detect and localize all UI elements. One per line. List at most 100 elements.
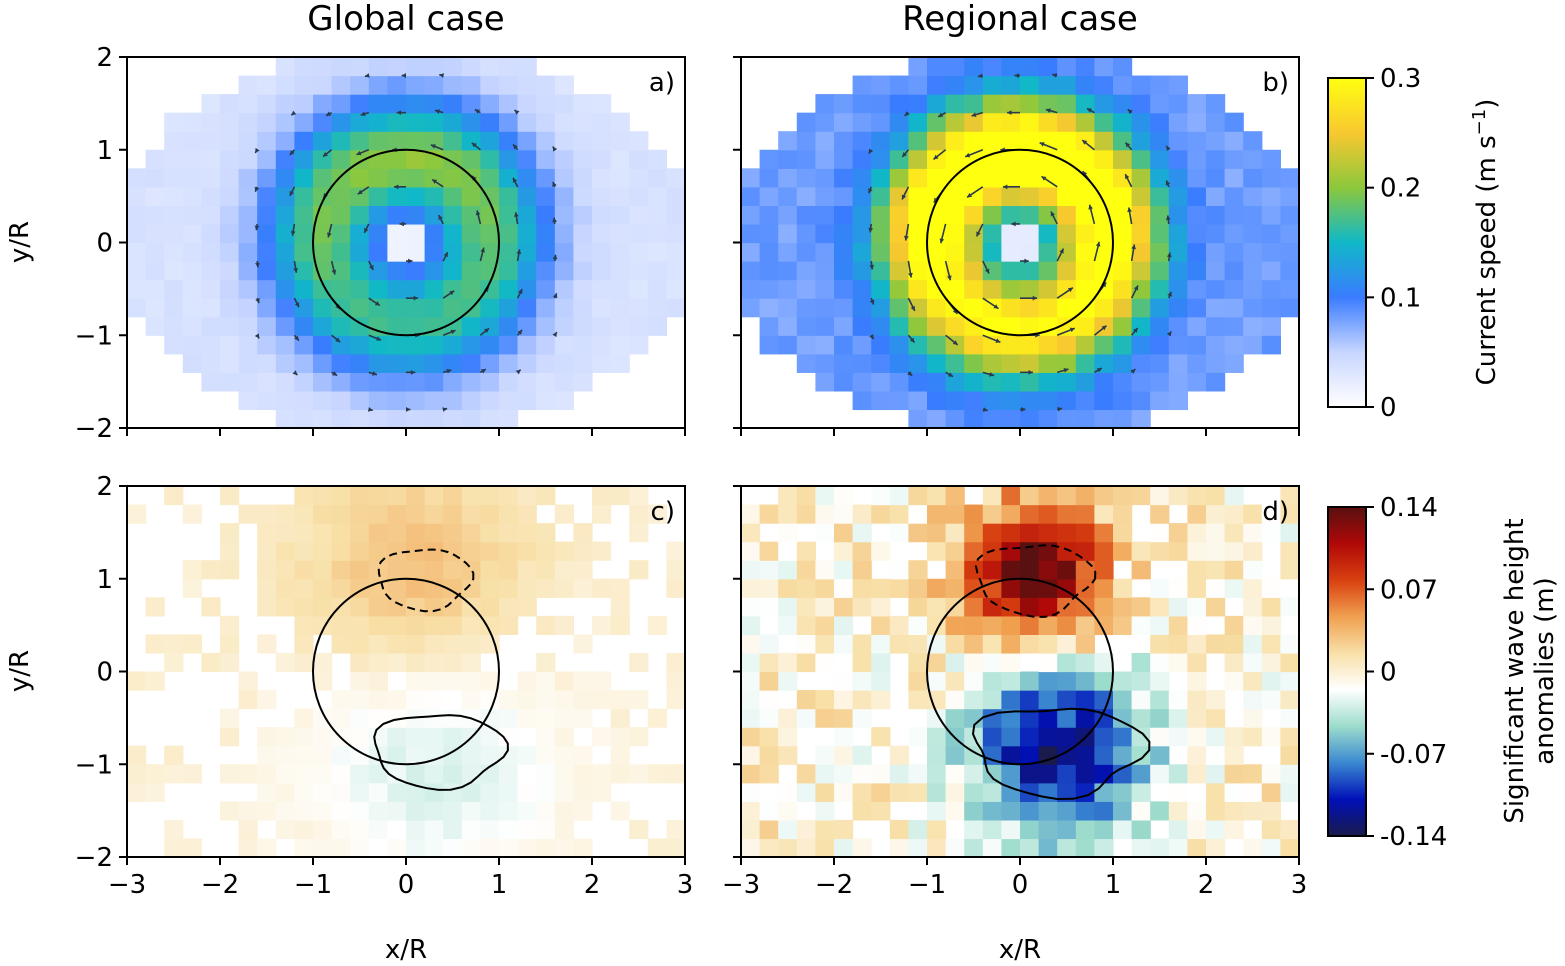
heatmap-cell [1094, 578, 1114, 598]
heatmap-cell [257, 298, 277, 318]
heatmap-cell [945, 782, 965, 802]
heatmap-cell [1131, 353, 1151, 373]
heatmap-cell [1057, 819, 1077, 840]
heatmap-cell [1187, 205, 1207, 225]
heatmap-cell [201, 94, 221, 114]
heatmap-cell [834, 486, 854, 506]
y-tick-label: 2 [96, 43, 113, 73]
heatmap-cell [1075, 486, 1095, 506]
heatmap-cell [592, 671, 612, 691]
heatmap-cell [1224, 131, 1244, 151]
heatmap-cell [238, 242, 258, 262]
heatmap-cell [1206, 298, 1226, 318]
heatmap-cell [573, 634, 593, 654]
heatmap-cell [889, 298, 909, 318]
heatmap-cell [368, 634, 388, 654]
y-tick-label: 0 [96, 229, 113, 259]
heatmap-cell [796, 168, 816, 188]
heatmap-cell [815, 523, 835, 543]
heatmap-cell [257, 75, 277, 95]
heatmap-cell [294, 504, 314, 524]
heatmap-cell [796, 634, 816, 654]
heatmap-cell [331, 57, 351, 77]
heatmap-cell [499, 168, 519, 188]
heatmap-cell [1261, 727, 1281, 747]
heatmap-cell [275, 523, 295, 543]
heatmap-cell [982, 186, 1002, 206]
heatmap-cell [852, 764, 872, 784]
heatmap-cell [778, 168, 798, 188]
heatmap-cell [424, 634, 444, 654]
heatmap-cell [834, 708, 854, 728]
heatmap-cell [536, 819, 556, 840]
heatmap-cell [1206, 186, 1226, 206]
heatmap-cell [871, 75, 891, 95]
heatmap-cell [313, 801, 333, 821]
heatmap-cell [1075, 149, 1095, 169]
current-vector-head [254, 186, 260, 192]
heatmap-cell [1075, 671, 1095, 691]
heatmap-cell [1131, 131, 1151, 151]
heatmap-cell [1150, 242, 1170, 262]
heatmap-cell [908, 486, 928, 506]
heatmap-cell [982, 94, 1002, 114]
heatmap-cell [573, 560, 593, 580]
heatmap-cell [480, 801, 500, 821]
heatmap-cell [666, 242, 686, 262]
heatmap-cell [741, 205, 761, 225]
heatmap-cell [1020, 149, 1040, 169]
heatmap-cell [834, 112, 854, 132]
heatmap-cell [908, 57, 928, 77]
heatmap-cell [294, 634, 314, 654]
heatmap-cell [480, 353, 500, 373]
heatmap-cell [424, 223, 444, 244]
heatmap-cell [424, 560, 444, 580]
heatmap-cell [331, 838, 351, 858]
heatmap-cell [1057, 838, 1077, 858]
heatmap-cell [220, 560, 240, 580]
heatmap-cell [871, 578, 891, 598]
heatmap-cell [331, 819, 351, 840]
heatmap-cell [573, 186, 593, 206]
heatmap-cell [852, 801, 872, 821]
heatmap-cell [294, 409, 314, 429]
heatmap-cell [1131, 205, 1151, 225]
heatmap-cell [1168, 279, 1188, 299]
current-vector-head [552, 332, 557, 338]
heatmap-cell [1243, 838, 1263, 858]
heatmap-cell [368, 819, 388, 840]
heatmap-cell [368, 409, 388, 429]
heatmap-cell [741, 597, 761, 617]
heatmap-cell [443, 186, 463, 206]
heatmap-cell [1187, 615, 1207, 635]
heatmap-cell [778, 727, 798, 747]
heatmap-cell [908, 112, 928, 132]
heatmap-cell [834, 671, 854, 691]
heatmap-cell [461, 242, 481, 262]
heatmap-cell [536, 353, 556, 373]
heatmap-cell [220, 131, 240, 151]
heatmap-cell [294, 727, 314, 747]
current-vector-head [290, 230, 296, 236]
heatmap-cell [387, 223, 407, 244]
heatmap-cell [1187, 504, 1207, 524]
heatmap-cell [554, 75, 574, 95]
heatmap-cell [964, 205, 984, 225]
heatmap-cell [554, 112, 574, 132]
heatmap-cell [908, 819, 928, 840]
heatmap-cell [164, 186, 184, 206]
heatmap-cell [573, 372, 593, 392]
heatmap-cell [461, 745, 481, 765]
heatmap-cell [982, 261, 1002, 281]
current-vector-head [1133, 327, 1138, 333]
heatmap-cell [1131, 560, 1151, 580]
heatmap-cell [908, 764, 928, 784]
heatmap-cell [424, 131, 444, 151]
heatmap-cell [1261, 335, 1281, 355]
heatmap-cell [350, 745, 370, 765]
heatmap-cell [1094, 261, 1114, 281]
heatmap-cell [443, 112, 463, 132]
heatmap-cell [1224, 504, 1244, 524]
heatmap-cell [1243, 801, 1263, 821]
heatmap-cell [313, 819, 333, 840]
